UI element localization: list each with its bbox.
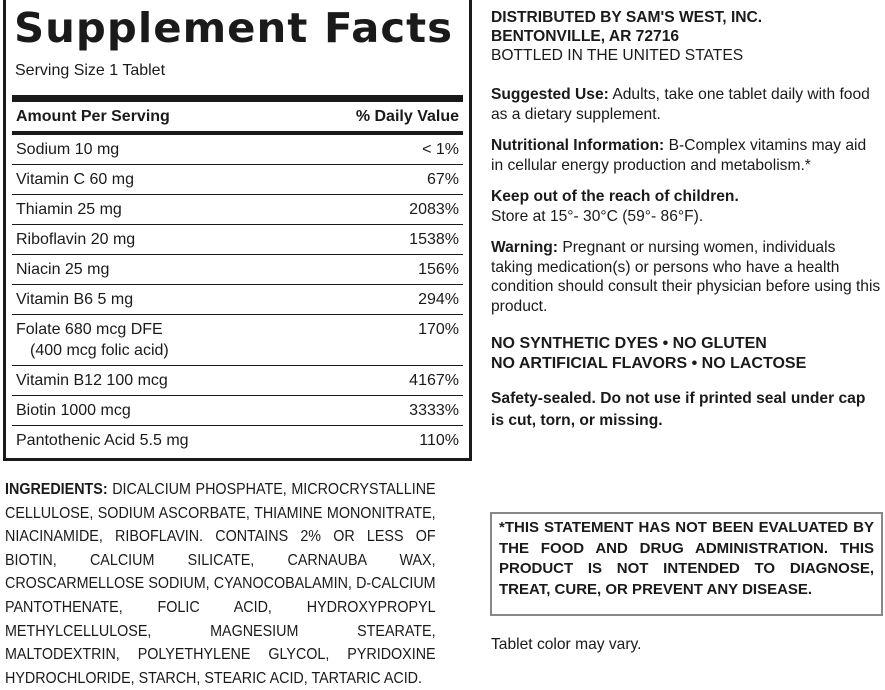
dv-header: % Daily Value <box>355 108 459 125</box>
nutrient-name: Niacin 25 mg <box>16 261 110 278</box>
free-from-1: NO SYNTHETIC DYES • NO GLUTEN <box>491 335 767 352</box>
nutritional-info-label: Nutritional Information: <box>491 137 665 154</box>
nutrient-row: Niacin 25 mg 156% <box>12 255 463 285</box>
daily-value: 4167% <box>409 372 459 389</box>
ingredients-label: INGREDIENTS: <box>5 481 108 498</box>
storage-text: Store at 15°- 30°C (59°- 86°F). <box>491 207 704 225</box>
daily-value: 110% <box>419 432 459 449</box>
ingredients: INGREDIENTS: DICALCIUM PHOSPHATE, MICROC… <box>5 478 436 690</box>
panel-title: Supplement Facts <box>14 4 454 52</box>
daily-value: < 1% <box>422 141 459 158</box>
nutrient-table: Amount Per Serving % Daily Value Sodium … <box>12 95 463 455</box>
daily-value: 170% <box>418 321 459 338</box>
nutrient-row: Vitamin C 60 mg 67% <box>12 165 463 195</box>
label-info: DISTRIBUTED BY SAM'S WEST, INC. BENTONVI… <box>491 8 881 444</box>
amount-header: Amount Per Serving <box>16 108 170 125</box>
daily-value: 67% <box>426 171 459 188</box>
nutrient-row: Vitamin B6 5 mg 294% <box>12 285 463 315</box>
nutrient-row: Folate 680 mcg DFE (400 mcg folic acid) 17… <box>12 315 463 366</box>
nutrient-row: Thiamin 25 mg 2083% <box>12 195 463 225</box>
daily-value: 1538% <box>409 231 459 248</box>
suggested-use-text: Adults, take one tablet daily with food … <box>491 86 870 123</box>
nutrient-name: Riboflavin 20 mg <box>16 231 136 248</box>
distributor: DISTRIBUTED BY SAM'S WEST, INC. <box>491 9 763 26</box>
daily-value: 156% <box>418 261 459 278</box>
table-header: Amount Per Serving % Daily Value <box>12 102 463 135</box>
keep-away-children: Keep out of the reach of children. <box>491 188 739 205</box>
daily-value: 3333% <box>409 402 459 419</box>
suggested-use-label: Suggested Use: <box>491 86 609 103</box>
daily-value: 294% <box>418 291 459 308</box>
nutrient-subnote: (400 mcg folic acid) <box>30 342 169 359</box>
nutrient-row: Pantothenic Acid 5.5 mg 110% <box>12 426 463 455</box>
ingredients-text: DICALCIUM PHOSPHATE, MICROCRYSTALLINE CE… <box>5 481 436 687</box>
nutrient-name: Folate 680 mcg DFE <box>16 321 163 338</box>
serving-size: Serving Size 1 Tablet <box>15 62 166 79</box>
supplement-facts-panel: Supplement Facts Serving Size 1 Tablet A… <box>3 0 472 461</box>
safety-seal-text: Safety-sealed. Do not use if printed sea… <box>491 390 866 429</box>
nutrient-row: Riboflavin 20 mg 1538% <box>12 225 463 255</box>
nutrient-row: Vitamin B12 100 mcg 4167% <box>12 366 463 396</box>
nutrient-name: Biotin 1000 mcg <box>16 402 131 419</box>
fda-disclaimer: *THIS STATEMENT HAS NOT BEEN EVALUATED B… <box>490 512 883 616</box>
free-from-2: NO ARTIFICIAL FLAVORS • NO LACTOSE <box>491 355 807 372</box>
nutrient-name: Thiamin 25 mg <box>16 201 122 218</box>
bottled-in: BOTTLED IN THE UNITED STATES <box>491 47 744 64</box>
nutrient-name: Vitamin C 60 mg <box>16 171 134 188</box>
nutrient-name: Vitamin B12 100 mcg <box>16 372 168 389</box>
nutrient-row: Biotin 1000 mcg 3333% <box>12 396 463 426</box>
nutrient-name: Pantothenic Acid 5.5 mg <box>16 432 189 449</box>
nutrient-name: Vitamin B6 5 mg <box>16 291 134 308</box>
distributor-city: BENTONVILLE, AR 72716 <box>491 28 680 45</box>
daily-value: 2083% <box>409 201 459 218</box>
nutrient-name: Sodium 10 mg <box>16 141 120 158</box>
nutritional-info-text: B-Complex vitamins may aid in cellular e… <box>491 137 867 174</box>
warning-label: Warning: <box>491 239 558 256</box>
tablet-color-note: Tablet color may vary. <box>491 636 642 653</box>
nutrient-row: Sodium 10 mg < 1% <box>12 135 463 165</box>
warning-text: Pregnant or nursing women, individuals t… <box>491 239 881 315</box>
